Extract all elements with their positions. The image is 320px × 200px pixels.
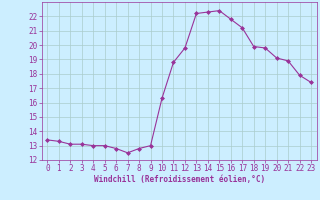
X-axis label: Windchill (Refroidissement éolien,°C): Windchill (Refroidissement éolien,°C) [94,175,265,184]
